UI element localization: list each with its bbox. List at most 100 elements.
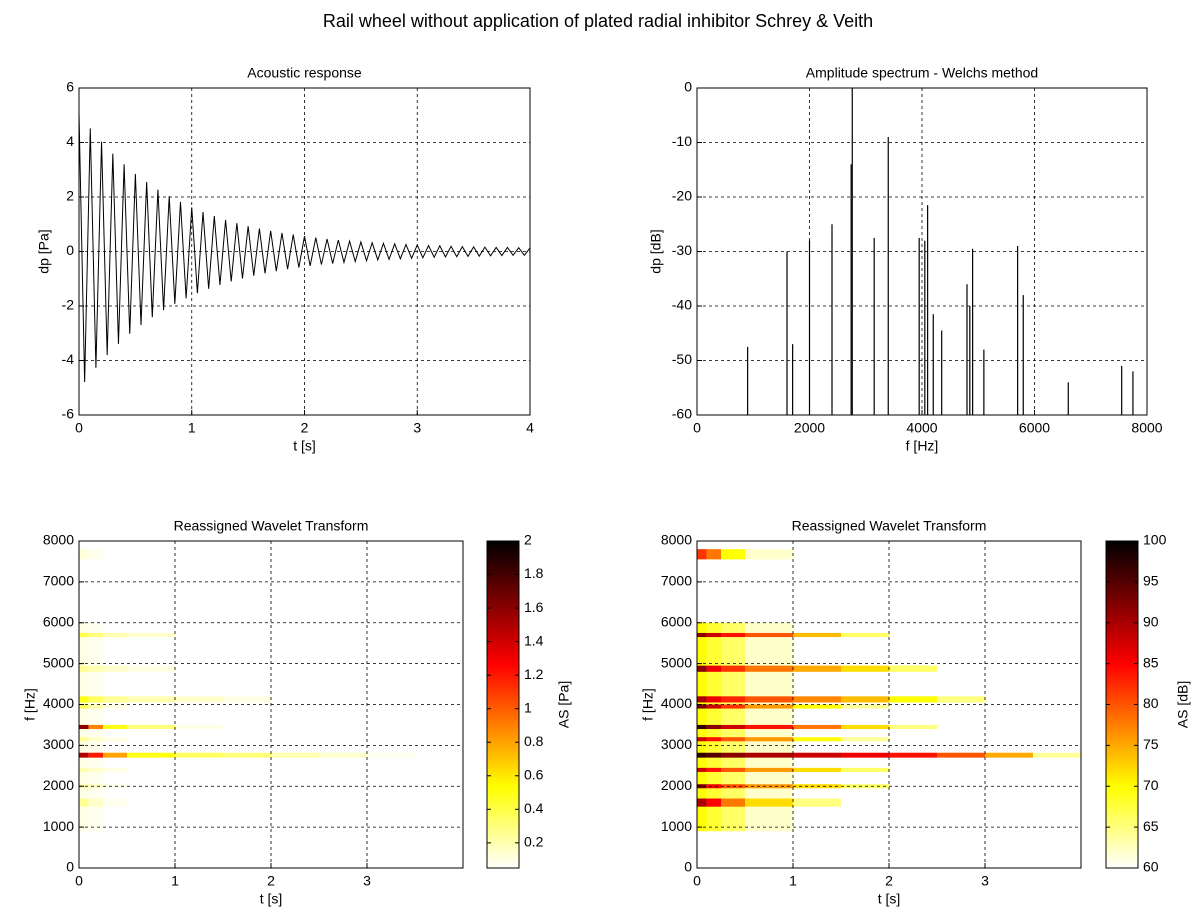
colorbar-swatch [487, 688, 519, 692]
heatmap-cell [721, 737, 745, 742]
colorbar-swatch [1106, 567, 1138, 571]
heatmap-cell [88, 696, 103, 703]
heatmap-cell [175, 696, 223, 703]
heatmap-cell [889, 767, 937, 772]
heatmap-cell [793, 696, 841, 703]
heatmap-cell [937, 549, 985, 560]
signal-line [78, 113, 531, 383]
colorbar-swatch [1106, 684, 1138, 689]
heatmap-cell [103, 549, 127, 560]
heatmap-cell [79, 767, 89, 772]
colorbar-swatch [1106, 593, 1138, 598]
y-axis-label: dp [dB] [648, 229, 664, 273]
colorbar-swatch [487, 779, 519, 784]
heatmap-cell [706, 784, 721, 789]
heatmap-cell [793, 752, 841, 758]
colorbar-tick-label: 80 [1143, 695, 1159, 711]
heatmap-cell [103, 798, 127, 807]
x-axis-label: t [s] [293, 438, 316, 454]
colorbar-swatch [487, 612, 519, 617]
y-tick-label: 0 [684, 79, 692, 95]
heatmap-cell [985, 704, 1033, 709]
x-tick-label: 1 [171, 873, 179, 889]
heatmap-cell [319, 724, 367, 730]
heatmap-cell [319, 696, 367, 703]
heatmap-cell [127, 767, 175, 772]
heatmap-cell [841, 767, 889, 772]
colorbar-swatch [1106, 652, 1138, 656]
colorbar-swatch [487, 701, 519, 705]
heatmap-cell [79, 724, 89, 730]
x-axis-label: f [Hz] [906, 438, 939, 454]
y-tick-label: 1000 [661, 818, 692, 834]
heatmap-cell [721, 724, 745, 730]
heatmap-cell [889, 665, 937, 672]
y-tick-label: 3000 [661, 736, 692, 752]
heatmap-cell [706, 752, 721, 758]
colorbar-swatch [487, 655, 519, 660]
colorbar-swatch [1106, 815, 1138, 820]
heatmap-cell [175, 704, 223, 709]
heatmap-cell [793, 632, 841, 638]
colorbar-swatch [487, 743, 519, 748]
heatmap-cell [706, 798, 721, 807]
colorbar-swatch [1106, 635, 1138, 640]
heatmap-cell [223, 724, 271, 730]
colorbar-swatch [1106, 619, 1138, 624]
colorbar-swatch [1106, 626, 1138, 630]
heatmap-cell [79, 798, 89, 807]
colorbar-swatch [487, 557, 519, 562]
heatmap-cell [841, 696, 889, 703]
colorbar-swatch [1106, 668, 1138, 673]
colorbar-swatch [1106, 576, 1138, 581]
heatmap-cell [889, 798, 937, 807]
heatmap-cell [415, 549, 463, 560]
colorbar-swatch [487, 864, 519, 869]
colorbar-tick-label: 70 [1143, 777, 1159, 793]
heatmap-cell [841, 665, 889, 672]
colorbar-swatch [1106, 632, 1138, 637]
heatmap-cell [271, 704, 319, 709]
colorbar-swatch [487, 802, 519, 807]
heatmap-cell [745, 737, 793, 742]
heatmap-cell [319, 549, 367, 560]
heatmap-cell [79, 632, 89, 638]
colorbar-swatch [487, 603, 519, 607]
heatmap-cell [79, 752, 89, 758]
heatmap-cell [103, 704, 127, 709]
colorbar-swatch [1106, 573, 1138, 578]
colorbar-swatch [1106, 560, 1138, 565]
colorbar-swatch [487, 619, 519, 624]
heatmap-cell [127, 696, 175, 703]
heatmap-cell [1033, 724, 1081, 730]
colorbar-swatch [487, 541, 519, 545]
heatmap-cell [937, 798, 985, 807]
colorbar-swatch [487, 599, 519, 604]
colorbar-label: AS [Pa] [556, 681, 572, 728]
colorbar-swatch [487, 632, 519, 637]
heatmap-cell [103, 767, 127, 772]
heatmap-cell [415, 752, 463, 758]
heatmap-cell [271, 767, 319, 772]
y-tick-label: 4 [66, 133, 74, 149]
colorbar-swatch [487, 737, 519, 741]
y-tick-label: 5000 [43, 654, 74, 670]
colorbar-swatch [1106, 782, 1138, 787]
colorbar-tick-label: 90 [1143, 613, 1159, 629]
colorbar-swatch [1106, 796, 1138, 800]
colorbar-swatch [487, 639, 519, 643]
colorbar-swatch [1106, 580, 1138, 585]
colorbar-swatch [1106, 747, 1138, 751]
heatmap-cell [271, 665, 319, 672]
x-tick-label: 0 [75, 873, 83, 889]
colorbar-swatch [1106, 832, 1138, 836]
colorbar-frame [486, 540, 520, 869]
colorbar-swatch [1106, 655, 1138, 660]
colorbar-swatch [487, 665, 519, 670]
heatmap-cell [127, 549, 175, 560]
heatmap-cell [367, 752, 415, 758]
colorbar-swatch [1106, 825, 1138, 830]
heatmap-cell [79, 665, 89, 672]
colorbar-swatch [487, 668, 519, 673]
colorbar-swatch [487, 626, 519, 630]
